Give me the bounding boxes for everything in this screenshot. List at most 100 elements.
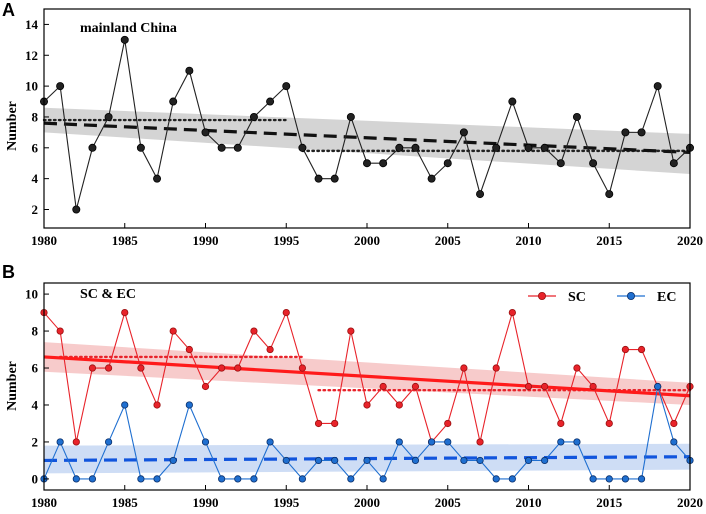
data-point: [185, 345, 193, 354]
panel-a: A Number mainland China 1980 1985 1990 1995…: [2, 0, 703, 248]
data-point: [411, 456, 420, 465]
y-tick-label: 2: [32, 434, 39, 449]
data-point: [298, 475, 306, 483]
data-point: [379, 382, 387, 391]
data-point: [362, 159, 371, 168]
data-point: [120, 35, 129, 44]
data-point: [314, 419, 323, 428]
data-point: [314, 174, 323, 183]
x-tick-label: 2020: [677, 495, 703, 510]
data-point: [363, 401, 371, 409]
data-point: [218, 475, 226, 483]
data-point: [411, 382, 420, 391]
data-point: [56, 438, 64, 446]
x-tick-label: 1995: [273, 495, 300, 510]
data-point: [653, 82, 662, 91]
x-tick-label: 2005: [435, 233, 462, 248]
y-tick-label: 4: [32, 397, 39, 412]
data-point: [541, 382, 549, 391]
data-point: [234, 364, 242, 372]
x-tick-label: 2015: [596, 495, 623, 510]
data-point: [637, 128, 646, 137]
data-point: [153, 174, 162, 183]
panel-b-plot: 1980 1985 1990 1995 2000 2005 2010 2015 2020 0 2 4 6…: [25, 282, 703, 510]
data-point: [137, 364, 145, 372]
x-tick-label: 2000: [354, 233, 380, 248]
data-point: [605, 475, 613, 483]
y-tick-label: 8: [32, 109, 39, 124]
panel-b-legend: SC EC: [528, 290, 676, 305]
data-point: [556, 159, 565, 168]
data-point: [153, 401, 161, 409]
data-point: [492, 143, 501, 152]
data-point: [443, 159, 452, 168]
data-point: [395, 143, 404, 152]
data-point: [492, 364, 500, 372]
data-point: [347, 475, 355, 483]
data-point: [249, 112, 258, 121]
data-point: [185, 66, 194, 75]
x-tick-label: 2010: [516, 495, 542, 510]
confidence-band-sc: [44, 342, 690, 405]
data-point: [573, 438, 581, 446]
data-point: [395, 438, 403, 446]
data-point: [217, 143, 226, 152]
panel-b: B Number SC & EC 1980 1985 1990 1995 2000 200…: [2, 262, 703, 510]
data-point: [201, 438, 210, 446]
legend-sc-marker: [538, 291, 547, 300]
y-tick-label: 6: [32, 361, 39, 376]
data-point: [234, 475, 242, 483]
data-point: [314, 456, 323, 465]
x-tick-label: 2020: [677, 233, 703, 248]
legend-sc-label: SC: [568, 290, 586, 305]
data-point: [201, 128, 210, 137]
data-point: [169, 456, 177, 465]
data-point: [88, 475, 97, 483]
data-point: [218, 364, 226, 372]
data-point: [460, 456, 468, 465]
data-point: [250, 327, 258, 335]
data-point: [72, 205, 81, 214]
data-point: [298, 143, 307, 152]
data-point: [266, 97, 275, 106]
data-point: [121, 308, 129, 317]
data-point: [136, 143, 145, 152]
y-tick-label: 14: [25, 17, 39, 32]
data-point: [363, 456, 371, 465]
x-tick-label: 1980: [31, 495, 57, 510]
panel-b-ylabel: Number: [5, 361, 20, 411]
y-tick-label: 10: [25, 79, 38, 94]
x-tick-label: 1980: [31, 233, 57, 248]
x-tick-label: 1990: [193, 495, 219, 510]
panel-a-plot: 1980 1985 1990 1995 2000 2005 2010 2015 2020 2 4 6 8…: [25, 8, 703, 248]
x-tick-label: 1985: [112, 495, 139, 510]
data-point: [331, 456, 339, 465]
data-point: [346, 112, 355, 121]
data-point: [670, 419, 678, 428]
data-point: [508, 97, 517, 106]
panel-a-title: mainland China: [80, 21, 177, 36]
data-point: [589, 382, 597, 391]
data-point: [72, 438, 80, 446]
data-point: [411, 143, 420, 152]
data-point: [266, 438, 274, 446]
data-point: [460, 364, 468, 372]
trend-line-mainland-china: [43, 121, 691, 155]
data-point: [524, 143, 533, 152]
data-point: [621, 128, 630, 137]
panel-a-ylabel: Number: [5, 101, 20, 151]
legend-ec-label: EC: [657, 290, 676, 305]
data-point: [637, 345, 646, 354]
data-point: [573, 364, 581, 372]
x-tick-label: 1985: [112, 233, 139, 248]
x-tick-label: 1995: [273, 233, 300, 248]
y-tick-label: 2: [32, 202, 39, 217]
data-point: [379, 159, 388, 168]
data-point: [121, 401, 129, 409]
data-point: [395, 401, 403, 409]
data-point: [508, 308, 516, 317]
data-point: [137, 475, 145, 483]
y-tick-label: 10: [25, 287, 38, 302]
data-point: [605, 419, 613, 428]
